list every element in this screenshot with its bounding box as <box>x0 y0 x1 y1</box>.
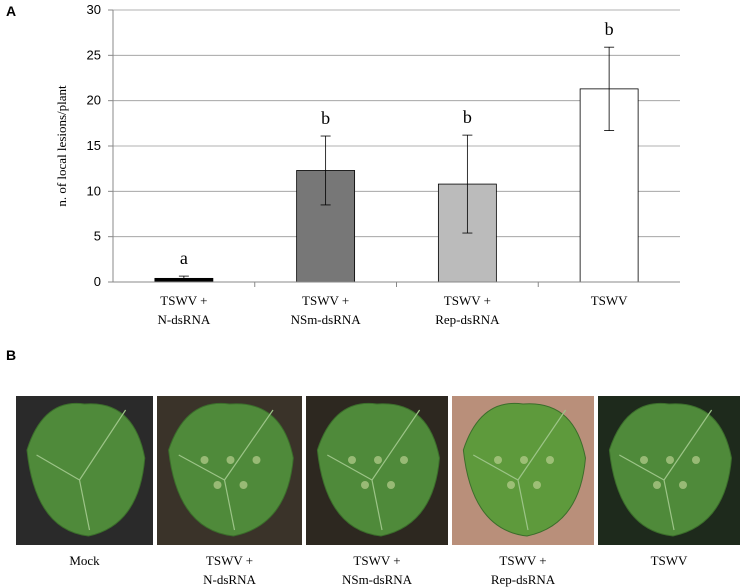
y-tick-label: 10 <box>87 183 101 198</box>
leaf-vein <box>619 409 713 531</box>
lesion <box>226 456 235 464</box>
lesion <box>361 481 369 489</box>
y-axis-label: n. of local lesions/plant <box>54 85 69 207</box>
y-tick-label: 15 <box>87 138 101 153</box>
x-tick-label: TSWV + N-dsRNA <box>158 293 211 327</box>
leaf-vein <box>178 409 274 531</box>
y-tick-label: 25 <box>87 47 101 62</box>
lesion <box>546 456 554 464</box>
photo-caption: Mock <box>69 553 100 568</box>
error-bar <box>320 135 331 206</box>
leaf-vein <box>473 409 567 531</box>
error-bar <box>604 46 615 131</box>
lesion <box>640 456 648 464</box>
lesion <box>666 456 674 464</box>
lesion <box>533 481 541 489</box>
significance-letter: b <box>605 19 614 39</box>
panel-label: A <box>6 3 16 19</box>
significance-letter: b <box>463 107 472 127</box>
lesion <box>520 456 528 464</box>
photo-caption: TSWV + NSm-dsRNA <box>342 553 413 587</box>
lesion <box>239 481 248 489</box>
lesion <box>387 481 395 489</box>
leaf-vein <box>36 409 127 531</box>
significance-letter: b <box>321 108 330 128</box>
photo-caption: TSWV + Rep-dsRNA <box>491 553 556 587</box>
error-bar <box>462 134 473 234</box>
lesion <box>213 481 222 489</box>
photo-caption: TSWV + N-dsRNA <box>203 553 256 587</box>
y-tick-label: 30 <box>87 2 101 17</box>
significance-letter: a <box>180 248 188 268</box>
error-bar <box>178 275 189 282</box>
lesion <box>400 456 408 464</box>
lesion <box>692 456 700 464</box>
x-tick-label: TSWV + Rep-dsRNA <box>435 293 500 327</box>
x-tick-label: TSWV + NSm-dsRNA <box>291 293 362 327</box>
lesion <box>494 456 502 464</box>
y-tick-label: 5 <box>94 229 101 244</box>
photo-panel: Mock TSWV + N-dsRNA TSWV + NSm-dsRNA TSWV + Re… <box>16 396 740 587</box>
x-tick-label: TSWV <box>591 293 628 308</box>
lesion <box>679 481 687 489</box>
lesion <box>507 481 515 489</box>
lesion <box>348 456 356 464</box>
lesion <box>653 481 661 489</box>
y-tick-label: 20 <box>87 93 101 108</box>
lesion <box>252 456 261 464</box>
panel-label: B <box>6 347 16 363</box>
y-tick-label: 0 <box>94 274 101 289</box>
lesion <box>374 456 382 464</box>
leaf-vein <box>327 409 421 531</box>
lesion <box>200 456 209 464</box>
photo-caption: TSWV <box>651 553 688 568</box>
